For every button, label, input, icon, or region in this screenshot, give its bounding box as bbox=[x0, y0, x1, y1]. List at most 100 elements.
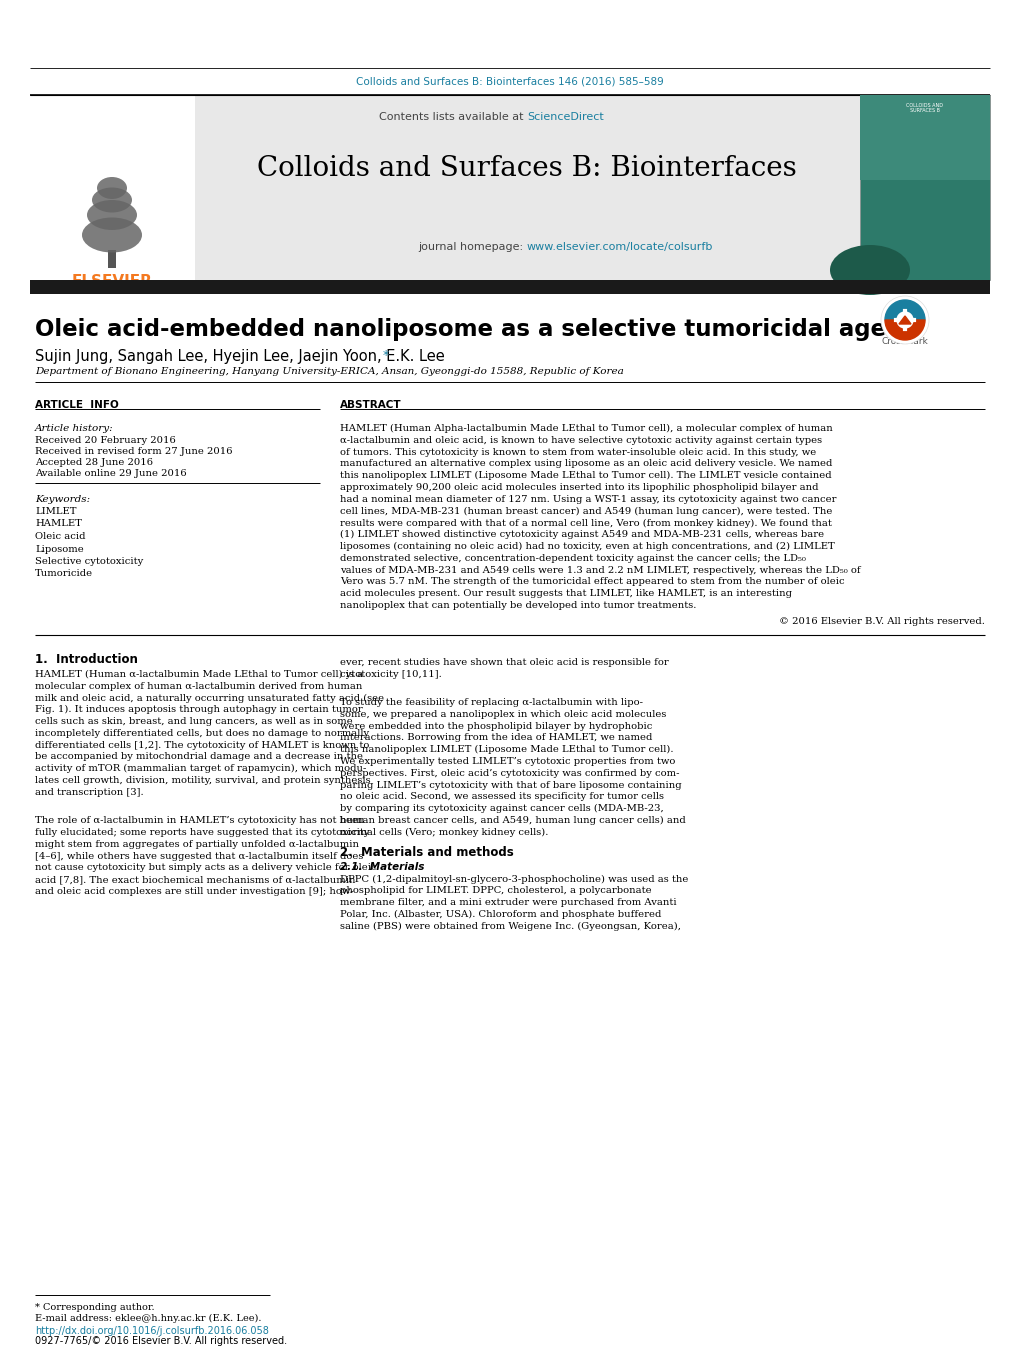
Text: ever, recent studies have shown that oleic acid is responsible for: ever, recent studies have shown that ole… bbox=[339, 658, 668, 667]
Text: Colloids and Surfaces B: Biointerfaces 146 (2016) 585–589: Colloids and Surfaces B: Biointerfaces 1… bbox=[356, 77, 663, 86]
Text: SURFACES B: SURFACES B bbox=[909, 108, 940, 113]
Text: ELSEVIER: ELSEVIER bbox=[71, 274, 152, 289]
Text: Accepted 28 June 2016: Accepted 28 June 2016 bbox=[35, 458, 153, 467]
Text: Department of Bionano Engineering, Hanyang University-ERICA, Ansan, Gyeonggi-do : Department of Bionano Engineering, Hanya… bbox=[35, 367, 624, 376]
Text: had a nominal mean diameter of 127 nm. Using a WST-1 assay, its cytotoxicity aga: had a nominal mean diameter of 127 nm. U… bbox=[339, 494, 836, 504]
Text: liposomes (containing no oleic acid) had no toxicity, even at high concentration: liposomes (containing no oleic acid) had… bbox=[339, 542, 834, 551]
Text: We experimentally tested LIMLET’s cytotoxic properties from two: We experimentally tested LIMLET’s cytoto… bbox=[339, 757, 675, 766]
Text: 2.  Materials and methods: 2. Materials and methods bbox=[339, 846, 514, 858]
Text: © 2016 Elsevier B.V. All rights reserved.: © 2016 Elsevier B.V. All rights reserved… bbox=[779, 617, 984, 626]
Ellipse shape bbox=[87, 200, 137, 230]
Text: saline (PBS) were obtained from Weigene Inc. (Gyeongsan, Korea),: saline (PBS) were obtained from Weigene … bbox=[339, 921, 681, 931]
Text: approximately 90,200 oleic acid molecules inserted into its lipophilic phospholi: approximately 90,200 oleic acid molecule… bbox=[339, 484, 817, 492]
Text: Liposome: Liposome bbox=[35, 544, 84, 554]
Text: LIMLET: LIMLET bbox=[35, 507, 76, 516]
Text: normal cells (Vero; monkey kidney cells).: normal cells (Vero; monkey kidney cells)… bbox=[339, 828, 548, 836]
Text: paring LIMLET’s cytotoxicity with that of bare liposome containing: paring LIMLET’s cytotoxicity with that o… bbox=[339, 781, 681, 789]
Ellipse shape bbox=[97, 177, 127, 199]
Text: acid molecules present. Our result suggests that LIMLET, like HAMLET, is an inte: acid molecules present. Our result sugge… bbox=[339, 589, 791, 598]
Text: COLLOIDS AND: COLLOIDS AND bbox=[906, 103, 943, 108]
Text: Fig. 1). It induces apoptosis through autophagy in certain tumor: Fig. 1). It induces apoptosis through au… bbox=[35, 705, 363, 715]
Text: The role of α-lactalbumin in HAMLET’s cytotoxicity has not been: The role of α-lactalbumin in HAMLET’s cy… bbox=[35, 816, 364, 825]
Circle shape bbox=[896, 312, 912, 328]
Text: (1) LIMLET showed distinctive cytotoxicity against A549 and MDA-MB-231 cells, wh: (1) LIMLET showed distinctive cytotoxici… bbox=[339, 530, 823, 539]
Text: Sujin Jung, Sangah Lee, Hyejin Lee, Jaejin Yoon, E.K. Lee: Sujin Jung, Sangah Lee, Hyejin Lee, Jaej… bbox=[35, 349, 444, 363]
Text: results were compared with that of a normal cell line, Vero (from monkey kidney): results were compared with that of a nor… bbox=[339, 519, 832, 527]
Text: differentiated cells [1,2]. The cytotoxicity of HAMLET is known to: differentiated cells [1,2]. The cytotoxi… bbox=[35, 740, 369, 750]
Text: [4–6], while others have suggested that α-lactalbumin itself does: [4–6], while others have suggested that … bbox=[35, 851, 363, 861]
Bar bbox=[30, 280, 989, 295]
Text: Colloids and Surfaces B: Biointerfaces: Colloids and Surfaces B: Biointerfaces bbox=[257, 155, 796, 182]
Text: α-lactalbumin and oleic acid, is known to have selective cytotoxic activity agai: α-lactalbumin and oleic acid, is known t… bbox=[339, 436, 821, 444]
Text: E-mail address: eklee@h.hny.ac.kr (E.K. Lee).: E-mail address: eklee@h.hny.ac.kr (E.K. … bbox=[35, 1315, 261, 1323]
Text: ScienceDirect: ScienceDirect bbox=[527, 112, 603, 122]
Text: DPPC (1,2-dipalmitoyl-sn-glycero-3-phosphocholine) was used as the: DPPC (1,2-dipalmitoyl-sn-glycero-3-phosp… bbox=[339, 874, 688, 884]
Bar bbox=[859, 95, 989, 180]
Text: CrossMark: CrossMark bbox=[880, 336, 927, 346]
Text: Keywords:: Keywords: bbox=[35, 494, 90, 504]
Text: and oleic acid complexes are still under investigation [9]; how-: and oleic acid complexes are still under… bbox=[35, 886, 354, 896]
Text: *: * bbox=[382, 349, 388, 362]
Text: membrane filter, and a mini extruder were purchased from Avanti: membrane filter, and a mini extruder wer… bbox=[339, 898, 676, 907]
Text: this nanolipoplex LIMLET (Liposome Made LEthal to Tumor cell).: this nanolipoplex LIMLET (Liposome Made … bbox=[339, 746, 673, 754]
Circle shape bbox=[880, 296, 928, 345]
Text: ARTICLE  INFO: ARTICLE INFO bbox=[35, 400, 118, 409]
Text: Vero was 5.7 nM. The strength of the tumoricidal effect appeared to stem from th: Vero was 5.7 nM. The strength of the tum… bbox=[339, 577, 844, 586]
Text: journal homepage:: journal homepage: bbox=[418, 242, 527, 253]
Text: nanolipoplex that can potentially be developed into tumor treatments.: nanolipoplex that can potentially be dev… bbox=[339, 601, 696, 611]
Text: HAMLET: HAMLET bbox=[35, 520, 82, 528]
Text: ABSTRACT: ABSTRACT bbox=[339, 400, 401, 409]
Text: incompletely differentiated cells, but does no damage to normally: incompletely differentiated cells, but d… bbox=[35, 728, 369, 738]
Text: activity of mTOR (mammalian target of rapamycin), which modu-: activity of mTOR (mammalian target of ra… bbox=[35, 765, 366, 773]
Text: www.elsevier.com/locate/colsurfb: www.elsevier.com/locate/colsurfb bbox=[527, 242, 712, 253]
Text: Contents lists available at: Contents lists available at bbox=[379, 112, 527, 122]
Text: molecular complex of human α-lactalbumin derived from human: molecular complex of human α-lactalbumin… bbox=[35, 682, 362, 690]
Ellipse shape bbox=[82, 218, 142, 253]
Bar bbox=[108, 250, 116, 267]
Text: 0927-7765/© 2016 Elsevier B.V. All rights reserved.: 0927-7765/© 2016 Elsevier B.V. All right… bbox=[35, 1336, 286, 1346]
Bar bbox=[30, 95, 195, 280]
Text: Oleic acid-embedded nanoliposome as a selective tumoricidal agent: Oleic acid-embedded nanoliposome as a se… bbox=[35, 317, 912, 340]
Wedge shape bbox=[884, 300, 924, 320]
Text: were embedded into the phospholipid bilayer by hydrophobic: were embedded into the phospholipid bila… bbox=[339, 721, 652, 731]
Bar bbox=[195, 95, 859, 280]
Text: acid [7,8]. The exact biochemical mechanisms of α-lactalbumin: acid [7,8]. The exact biochemical mechan… bbox=[35, 875, 356, 884]
Text: this nanolipoplex LIMLET (Liposome Made LEthal to Tumor cell). The LIMLET vesicl: this nanolipoplex LIMLET (Liposome Made … bbox=[339, 471, 830, 481]
Text: Available online 29 June 2016: Available online 29 June 2016 bbox=[35, 469, 186, 478]
Text: Article history:: Article history: bbox=[35, 424, 113, 434]
Text: http://dx.doi.org/10.1016/j.colsurfb.2016.06.058: http://dx.doi.org/10.1016/j.colsurfb.201… bbox=[35, 1325, 269, 1336]
Text: demonstrated selective, concentration-dependent toxicity against the cancer cell: demonstrated selective, concentration-de… bbox=[339, 554, 805, 563]
Text: HAMLET (Human Alpha-lactalbumin Made LEthal to Tumor cell), a molecular complex : HAMLET (Human Alpha-lactalbumin Made LEt… bbox=[339, 424, 832, 434]
Text: by comparing its cytotoxicity against cancer cells (MDA-MB-23,: by comparing its cytotoxicity against ca… bbox=[339, 804, 663, 813]
Text: Oleic acid: Oleic acid bbox=[35, 532, 86, 540]
Text: values of MDA-MB-231 and A549 cells were 1.3 and 2.2 nM LIMLET, respectively, wh: values of MDA-MB-231 and A549 cells were… bbox=[339, 566, 860, 574]
Wedge shape bbox=[884, 320, 924, 340]
Text: Selective cytotoxicity: Selective cytotoxicity bbox=[35, 557, 143, 566]
Text: milk and oleic acid, a naturally occurring unsaturated fatty acid (see: milk and oleic acid, a naturally occurri… bbox=[35, 693, 384, 703]
Text: no oleic acid. Second, we assessed its specificity for tumor cells: no oleic acid. Second, we assessed its s… bbox=[339, 792, 663, 801]
Text: some, we prepared a nanolipoplex in which oleic acid molecules: some, we prepared a nanolipoplex in whic… bbox=[339, 709, 665, 719]
Text: cytotoxicity [10,11].: cytotoxicity [10,11]. bbox=[339, 670, 441, 678]
Text: human breast cancer cells, and A549, human lung cancer cells) and: human breast cancer cells, and A549, hum… bbox=[339, 816, 685, 825]
Text: To study the feasibility of replacing α-lactalbumin with lipo-: To study the feasibility of replacing α-… bbox=[339, 698, 642, 707]
Text: Polar, Inc. (Albaster, USA). Chloroform and phosphate buffered: Polar, Inc. (Albaster, USA). Chloroform … bbox=[339, 911, 660, 919]
Text: manufactured an alternative complex using liposome as an oleic acid delivery ves: manufactured an alternative complex usin… bbox=[339, 459, 832, 469]
Text: be accompanied by mitochondrial damage and a decrease in the: be accompanied by mitochondrial damage a… bbox=[35, 753, 363, 762]
Text: lates cell growth, division, motility, survival, and protein synthesis: lates cell growth, division, motility, s… bbox=[35, 775, 370, 785]
Text: and transcription [3].: and transcription [3]. bbox=[35, 788, 144, 797]
Text: Received in revised form 27 June 2016: Received in revised form 27 June 2016 bbox=[35, 447, 232, 457]
Text: Tumoricide: Tumoricide bbox=[35, 570, 93, 578]
Text: perspectives. First, oleic acid’s cytotoxicity was confirmed by com-: perspectives. First, oleic acid’s cytoto… bbox=[339, 769, 679, 778]
Ellipse shape bbox=[829, 245, 909, 295]
Text: cells such as skin, breast, and lung cancers, as well as in some: cells such as skin, breast, and lung can… bbox=[35, 717, 353, 725]
Bar bbox=[859, 95, 989, 280]
Ellipse shape bbox=[92, 188, 131, 212]
Text: cell lines, MDA-MB-231 (human breast cancer) and A549 (human lung cancer), were : cell lines, MDA-MB-231 (human breast can… bbox=[339, 507, 832, 516]
Text: might stem from aggregates of partially unfolded α-lactalbumin: might stem from aggregates of partially … bbox=[35, 840, 359, 848]
Polygon shape bbox=[898, 316, 910, 324]
Text: 1.  Introduction: 1. Introduction bbox=[35, 653, 138, 666]
Text: not cause cytotoxicity but simply acts as a delivery vehicle for oleic: not cause cytotoxicity but simply acts a… bbox=[35, 863, 376, 873]
Text: of tumors. This cytotoxicity is known to stem from water-insoluble oleic acid. I: of tumors. This cytotoxicity is known to… bbox=[339, 447, 815, 457]
Text: HAMLET (Human α-lactalbumin Made LEthal to Tumor cell) is a: HAMLET (Human α-lactalbumin Made LEthal … bbox=[35, 670, 363, 678]
Text: phospholipid for LIMLET. DPPC, cholesterol, a polycarbonate: phospholipid for LIMLET. DPPC, cholester… bbox=[339, 886, 651, 896]
